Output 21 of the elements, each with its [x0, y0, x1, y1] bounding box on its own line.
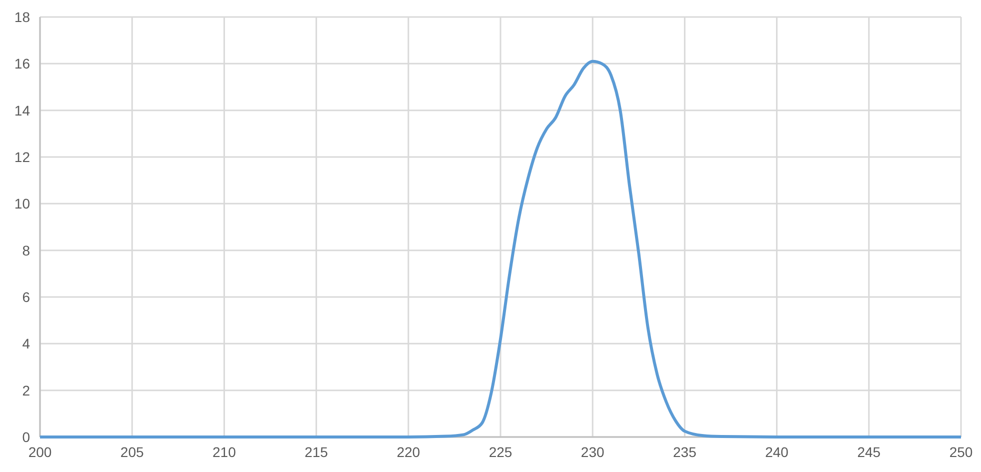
y-tick-label: 10 — [14, 196, 30, 212]
y-tick-label: 18 — [14, 9, 30, 25]
y-tick-label: 16 — [14, 56, 30, 72]
x-tick-label: 205 — [120, 444, 144, 460]
y-tick-label: 2 — [22, 382, 30, 398]
y-tick-label: 12 — [14, 149, 30, 165]
x-tick-label: 210 — [212, 444, 236, 460]
x-tick-label: 230 — [580, 444, 604, 460]
x-tick-label: 250 — [949, 444, 973, 460]
x-tick-label: 235 — [673, 444, 697, 460]
x-tick-label: 245 — [857, 444, 881, 460]
y-tick-label: 4 — [22, 336, 30, 352]
y-tick-label: 8 — [22, 242, 30, 258]
y-tick-label: 6 — [22, 289, 30, 305]
x-tick-label: 240 — [765, 444, 789, 460]
x-tick-label: 220 — [396, 444, 420, 460]
x-tick-label: 215 — [304, 444, 328, 460]
y-tick-label: 0 — [22, 429, 30, 445]
x-tick-label: 200 — [28, 444, 52, 460]
x-tick-label: 225 — [488, 444, 512, 460]
y-tick-label: 14 — [14, 102, 30, 118]
